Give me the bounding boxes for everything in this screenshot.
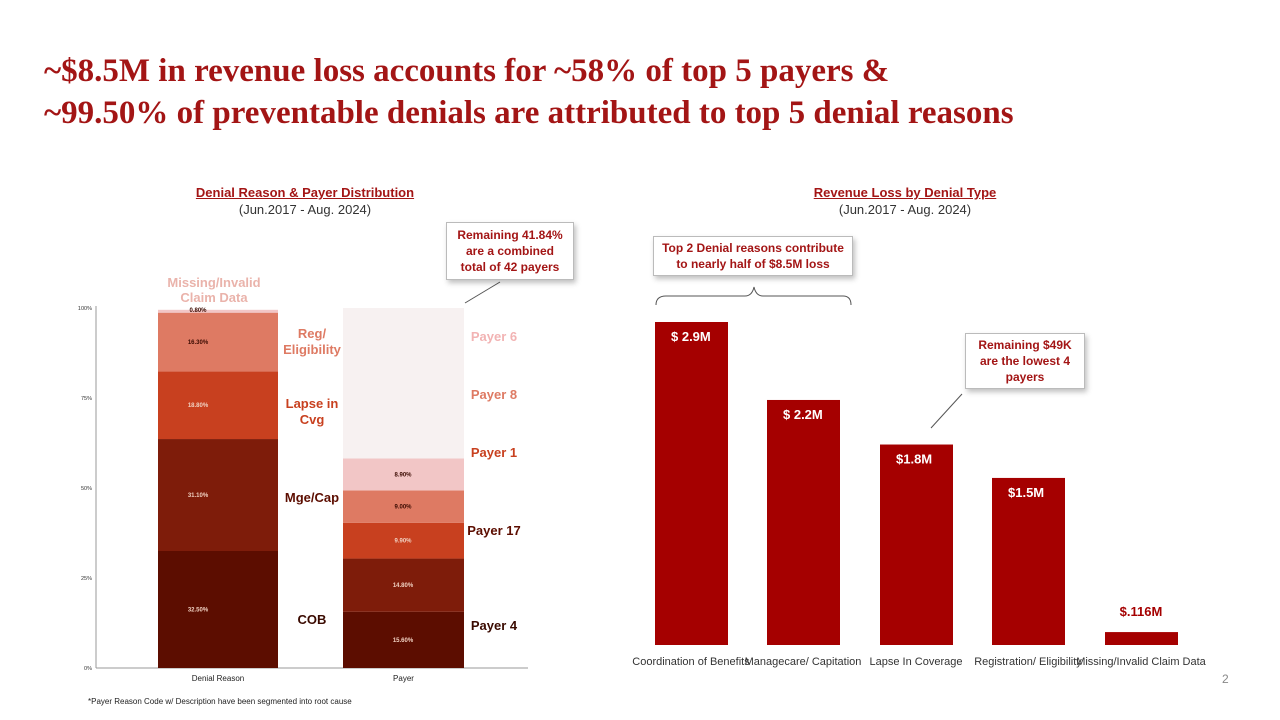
data-label: 9.00% bbox=[394, 505, 412, 511]
segment-name-label: Payer 17 bbox=[467, 523, 521, 538]
left-chart-subtitle: (Jun.2017 - Aug. 2024) bbox=[238, 202, 372, 217]
bar-segment bbox=[343, 458, 464, 491]
bar-segment bbox=[158, 551, 278, 668]
segment-name-label: Lapse in Cvg bbox=[286, 396, 339, 427]
segment-name-label: Missing/Invalid Claim Data bbox=[167, 275, 260, 305]
right-chart-title: Revenue Loss by Denial Type bbox=[813, 185, 997, 200]
data-label: 15.60% bbox=[393, 638, 414, 644]
data-label: 8.90% bbox=[394, 473, 412, 479]
data-label: 14.80% bbox=[393, 583, 414, 589]
x-tick-label: Payer bbox=[393, 674, 414, 683]
segment-name-label: Reg/Eligibility bbox=[283, 326, 342, 357]
data-label: 32.50% bbox=[188, 608, 209, 614]
callout-connector bbox=[464, 281, 501, 304]
remaining-payers-callout: Remaining 41.84% are a combined total of… bbox=[446, 222, 574, 280]
bar-segment bbox=[158, 309, 278, 313]
segment-name-label: Mge/Cap bbox=[285, 490, 339, 505]
y-tick-label: 25% bbox=[81, 576, 92, 582]
y-tick-label: 50% bbox=[81, 486, 92, 492]
segment-name-label: COB bbox=[298, 612, 327, 627]
bar-segment bbox=[158, 312, 278, 372]
data-label: 16.30% bbox=[188, 340, 209, 346]
data-label: 9.90% bbox=[394, 539, 412, 545]
title-line-1: ~$8.5M in revenue loss accounts for ~58%… bbox=[44, 53, 890, 89]
remaining-segment bbox=[343, 308, 464, 459]
bar-segment bbox=[343, 558, 464, 612]
x-tick-label: Denial Reason bbox=[192, 674, 244, 683]
bar-segment bbox=[343, 611, 464, 668]
bar-segment bbox=[343, 490, 464, 523]
segment-name-label: Payer 1 bbox=[471, 445, 517, 460]
remaining-49k-callout: Remaining $49K are the lowest 4 payers bbox=[965, 333, 1085, 389]
footnote: *Payer Reason Code w/ Description have b… bbox=[88, 697, 352, 706]
top-two-callout: Top 2 Denial reasons contribute to nearl… bbox=[653, 236, 853, 276]
page-title: ~$8.5M in revenue loss accounts for ~58%… bbox=[44, 50, 1244, 134]
data-label: 18.80% bbox=[188, 403, 209, 409]
bar-segment bbox=[158, 439, 278, 551]
page-number: 2 bbox=[1222, 672, 1229, 686]
segment-name-label: Payer 4 bbox=[471, 618, 518, 633]
title-line-2: ~99.50% of preventable denials are attri… bbox=[44, 95, 1014, 131]
y-tick-label: 0% bbox=[84, 666, 92, 672]
y-tick-label: 75% bbox=[81, 396, 92, 402]
right-chart-subtitle: (Jun.2017 - Aug. 2024) bbox=[838, 202, 972, 217]
bar-segment bbox=[343, 522, 464, 559]
segment-name-label: Payer 6 bbox=[471, 329, 517, 344]
data-label: 0.80% bbox=[189, 308, 207, 314]
y-tick-label: 100% bbox=[78, 306, 92, 312]
left-chart-title: Denial Reason & Payer Distribution bbox=[195, 185, 415, 200]
bar-segment bbox=[158, 371, 278, 440]
segment-name-label: Payer 8 bbox=[471, 387, 517, 402]
data-label: 31.10% bbox=[188, 493, 209, 499]
